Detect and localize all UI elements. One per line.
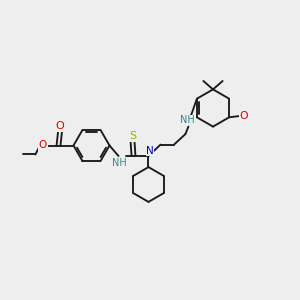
Text: NH: NH (112, 158, 127, 168)
Text: N: N (146, 146, 154, 156)
Text: O: O (56, 121, 64, 131)
Text: S: S (129, 131, 136, 141)
Text: O: O (240, 111, 248, 121)
Text: NH: NH (179, 115, 194, 125)
Text: O: O (39, 140, 47, 151)
